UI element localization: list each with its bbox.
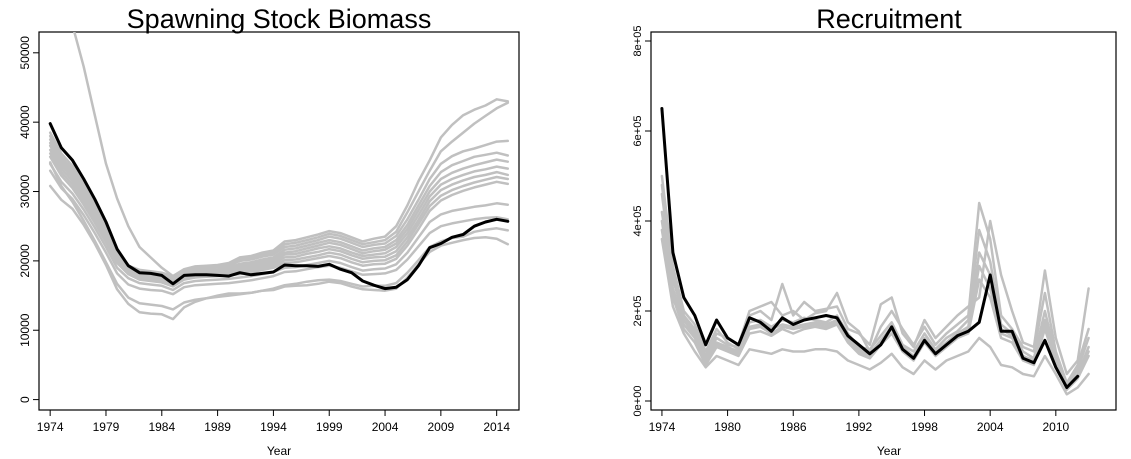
ssb-x-tick-label: 1994: [260, 420, 287, 434]
ssb-panel: Spawning Stock Biomass Year 1974 1979 1984…: [18, 4, 520, 458]
ssb-y-axis: 0 10000 20000 30000 40000 50000: [18, 36, 39, 403]
ssb-replicate-series-11: [48, 169, 510, 296]
ssb-highlight-line: [48, 122, 510, 291]
recruitment-x-tick-label: 1974: [649, 420, 676, 434]
ssb-x-tick-label: 1989: [204, 420, 231, 434]
recruitment-replicate-series-7: [660, 237, 1090, 396]
ssb-x-tick-label: 1979: [93, 420, 120, 434]
ssb-replicate-series-1: [73, 32, 510, 278]
ssb-replicate-series-9: [48, 155, 510, 288]
recruitment-x-tick-label: 2010: [1042, 420, 1069, 434]
recruitment-y-tick-label: 4e+05: [632, 206, 644, 237]
ssb-x-tick-label: 1984: [148, 420, 175, 434]
recruitment-replicate-lines: [660, 174, 1090, 396]
ssb-y-tick-label: 40000: [18, 105, 32, 139]
recruitment-x-tick-label: 1980: [714, 420, 741, 434]
recruitment-x-tick-label: 2004: [977, 420, 1004, 434]
ssb-y-tick-label: 30000: [18, 175, 32, 209]
recruitment-plot-frame: [650, 31, 1117, 411]
ssb-x-tick-label: 2004: [372, 420, 399, 434]
ssb-title: Spawning Stock Biomass: [127, 4, 432, 34]
recruitment-x-tick-label: 1998: [911, 420, 938, 434]
recruitment-title: Recruitment: [816, 4, 962, 34]
ssb-y-tick-label: 20000: [18, 244, 32, 278]
recruitment-replicate-series-5: [660, 219, 1090, 390]
recruitment-x-tick-label: 1992: [846, 420, 873, 434]
recruitment-y-tick-label: 2e+05: [632, 296, 644, 327]
ssb-x-tick-label: 1974: [37, 420, 64, 434]
recruitment-highlight-line: [660, 107, 1080, 389]
recruitment-x-tick-label: 1986: [780, 420, 807, 434]
ssb-plot-frame: [38, 31, 520, 411]
recruitment-panel: Recruitment Year 1974 1980 1986 1992 1998 200…: [632, 4, 1117, 458]
ssb-x-tick-label: 1999: [316, 420, 343, 434]
ssb-highlight-series: [48, 122, 510, 291]
ssb-y-tick-label: 10000: [18, 313, 32, 347]
ssb-y-tick-label: 0: [18, 396, 32, 403]
ssb-x-axis-label: Year: [267, 444, 291, 458]
recruitment-highlight-series: [660, 107, 1080, 389]
ssb-x-axis: 1974 1979 1984 1989 1994 1999 2004 2009 2014: [37, 410, 510, 434]
recruitment-y-tick-label: 0e+00: [632, 386, 644, 417]
recruitment-replicate-series-6: [660, 228, 1090, 392]
recruitment-x-axis-label: Year: [877, 444, 901, 458]
recruitment-y-axis: 0e+00 2e+05 4e+05 6e+05 8e+05: [632, 26, 651, 417]
ssb-x-tick-label: 2014: [483, 420, 510, 434]
ssb-x-tick-label: 2009: [428, 420, 455, 434]
ssb-y-tick-label: 50000: [18, 36, 32, 70]
ssb-replicate-series-13: [48, 184, 510, 321]
recruitment-y-tick-label: 6e+05: [632, 116, 644, 147]
recruitment-y-tick-label: 8e+05: [632, 26, 644, 57]
ssb-replicate-lines: [48, 32, 510, 321]
recruitment-x-axis: 1974 1980 1986 1992 1998 2004 2010: [649, 410, 1069, 434]
